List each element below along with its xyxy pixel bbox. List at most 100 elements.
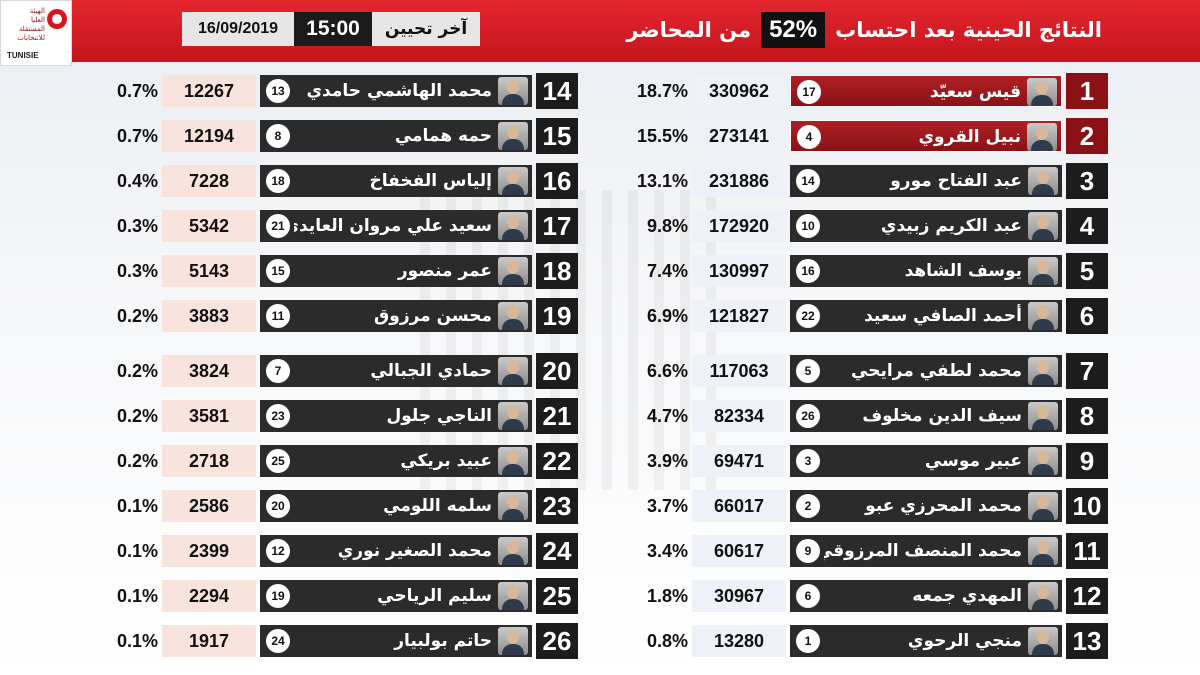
candidate-row: 0.7% 12267 13 محمد الهاشمي حامدي 14 (100, 72, 580, 110)
candidate-name: أحمد الصافي سعيد (864, 306, 1022, 326)
vote-count: 5143 (162, 255, 256, 287)
candidate-name: عبد الفتاح مورو (890, 171, 1022, 191)
vote-count: 2586 (162, 490, 256, 522)
candidate-name-bar: 11 محسن مرزوق (260, 300, 532, 332)
candidate-row: 0.7% 12194 8 حمه همامي 15 (100, 117, 580, 155)
rank-number: 16 (536, 163, 578, 199)
candidate-photo-icon (498, 447, 528, 475)
candidate-photo-icon (1027, 78, 1057, 106)
ballot-number-badge: 22 (796, 304, 820, 328)
vote-count: 82334 (692, 400, 786, 432)
vote-percentage: 0.1% (116, 541, 158, 561)
candidate-row: 0.3% 5342 21 سعيد علي مروان العايدي 17 (100, 207, 580, 245)
candidate-name-bar: 18 إلياس الفخفاخ (260, 165, 532, 197)
candidate-name: محمد الصغير نوري (337, 541, 492, 561)
ballot-number-badge: 20 (266, 494, 290, 518)
candidate-row: 1.8% 30967 6 المهدي جمعه 12 (630, 577, 1110, 615)
vote-count: 2718 (162, 445, 256, 477)
candidate-row: 0.1% 2399 12 محمد الصغير نوري 24 (100, 532, 580, 570)
vote-count: 172920 (692, 210, 786, 242)
vote-count: 121827 (692, 300, 786, 332)
candidate-name: عبيد بريكي (400, 451, 492, 471)
ballot-number-badge: 23 (266, 404, 290, 428)
candidate-name: الناجي جلول (386, 406, 492, 426)
candidate-photo-icon (1028, 167, 1058, 195)
ballot-number-badge: 6 (796, 584, 820, 608)
vote-count: 30967 (692, 580, 786, 612)
title-percentage: 52% (761, 12, 826, 48)
rank-number: 5 (1066, 253, 1108, 289)
ballot-number-badge: 11 (266, 304, 290, 328)
vote-count: 3883 (162, 300, 256, 332)
ballot-number-badge: 12 (266, 539, 290, 563)
ballot-number-badge: 8 (266, 124, 290, 148)
rank-number: 8 (1066, 398, 1108, 434)
isie-logo: الهيئة العليا المستقلة للانتخابات TUNISI… (0, 0, 72, 66)
rank-number: 18 (536, 253, 578, 289)
candidate-row: 3.9% 69471 3 عبير موسي 9 (630, 442, 1110, 480)
candidate-name-bar: 20 سلمه اللومي (260, 490, 532, 522)
candidate-name: محمد المحرزي عبو (865, 496, 1022, 516)
ballot-number-badge: 3 (796, 449, 820, 473)
ballot-number-badge: 1 (796, 629, 820, 653)
candidate-name-bar: 7 حمادي الجبالي (260, 355, 532, 387)
rank-number: 23 (536, 488, 578, 524)
rank-number: 20 (536, 353, 578, 389)
ballot-number-badge: 14 (796, 169, 820, 193)
candidate-name: يوسف الشاهد (904, 261, 1022, 281)
candidate-row: 18.7% 330962 17 قيس سعيّد 1 (630, 72, 1110, 110)
vote-count: 130997 (692, 255, 786, 287)
vote-percentage: 7.4% (646, 261, 688, 281)
candidate-row: 9.8% 172920 10 عبد الكريم زبيدي 4 (630, 207, 1110, 245)
candidate-row: 0.4% 7228 18 إلياس الفخفاخ 16 (100, 162, 580, 200)
candidate-photo-icon (498, 627, 528, 655)
rank-number: 7 (1066, 353, 1108, 389)
candidate-photo-icon (1028, 357, 1058, 385)
candidate-name-bar: 13 محمد الهاشمي حامدي (260, 75, 532, 107)
candidate-row: 3.4% 60617 9 محمد المنصف المرزوقي 11 (630, 532, 1110, 570)
candidate-name: قيس سعيّد (929, 82, 1021, 102)
candidate-name-bar: 6 المهدي جمعه (790, 580, 1062, 612)
candidate-name: نبيل القروي (918, 127, 1021, 147)
candidate-photo-icon (498, 212, 528, 240)
rank-number: 13 (1066, 623, 1108, 659)
candidate-row: 0.2% 3883 11 محسن مرزوق 19 (100, 297, 580, 335)
vote-percentage: 3.4% (646, 541, 688, 561)
candidate-name: إلياس الفخفاخ (369, 171, 492, 191)
ballot-number-badge: 7 (266, 359, 290, 383)
rank-number: 24 (536, 533, 578, 569)
ballot-number-badge: 2 (796, 494, 820, 518)
rank-number: 12 (1066, 578, 1108, 614)
candidate-photo-icon (498, 302, 528, 330)
vote-percentage: 3.9% (646, 451, 688, 471)
candidate-name-bar: 21 سعيد علي مروان العايدي (260, 210, 532, 242)
candidate-name-bar: 2 محمد المحرزي عبو (790, 490, 1062, 522)
page-title: النتائج الحينية بعد احتساب 52% من المحاض… (626, 8, 1102, 52)
candidate-photo-icon (498, 357, 528, 385)
logo-line: الهيئة (29, 7, 45, 15)
candidate-row: 3.7% 66017 2 محمد المحرزي عبو 10 (630, 487, 1110, 525)
candidate-photo-icon (1028, 537, 1058, 565)
logo-text-lines: الهيئة العليا المستقلة للانتخابات (7, 7, 45, 43)
candidate-row: 0.1% 1917 24 حاتم بولبيار 26 (100, 622, 580, 660)
title-suffix: من المحاضر (626, 18, 752, 42)
candidate-name: سيف الدين مخلوف (862, 406, 1022, 426)
candidate-name-bar: 17 قيس سعيّد (790, 75, 1062, 107)
vote-percentage: 0.2% (116, 451, 158, 471)
logo-line: العليا (30, 16, 45, 24)
vote-percentage: 15.5% (636, 126, 688, 146)
time-label: 15:00 (294, 12, 372, 46)
rank-number: 14 (536, 73, 578, 109)
ballot-number-badge: 4 (797, 125, 821, 149)
rank-number: 2 (1066, 118, 1108, 154)
candidate-photo-icon (1027, 123, 1057, 151)
rank-number: 21 (536, 398, 578, 434)
candidate-row: 7.4% 130997 16 يوسف الشاهد 5 (630, 252, 1110, 290)
candidate-name-bar: 24 حاتم بولبيار (260, 625, 532, 657)
candidate-row: 15.5% 273141 4 نبيل القروي 2 (630, 117, 1110, 155)
vote-count: 5342 (162, 210, 256, 242)
candidate-row: 0.1% 2294 19 سليم الرياحي 25 (100, 577, 580, 615)
candidate-name: سعيد علي مروان العايدي (294, 216, 492, 236)
candidate-name-bar: 22 أحمد الصافي سعيد (790, 300, 1062, 332)
candidate-photo-icon (1028, 492, 1058, 520)
